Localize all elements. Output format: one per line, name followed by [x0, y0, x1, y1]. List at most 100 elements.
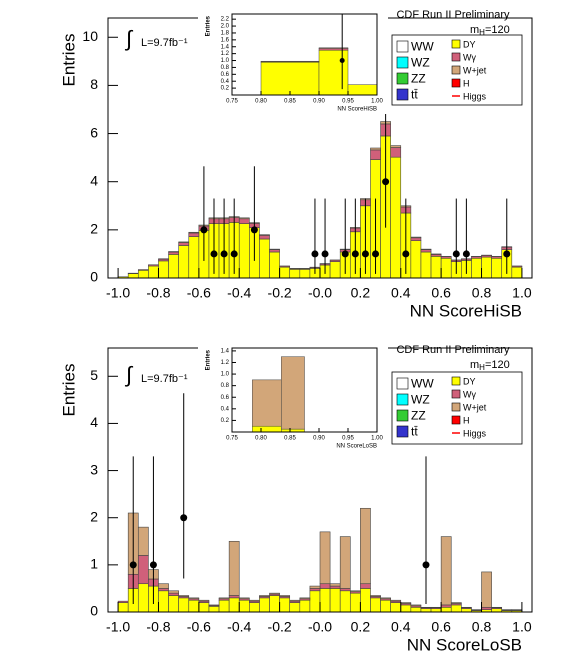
histogram-bar — [188, 236, 200, 278]
histogram-bar — [390, 147, 402, 158]
data-point — [311, 250, 319, 258]
y-tick-label: 1.4 — [221, 348, 230, 354]
histogram-bar — [329, 585, 341, 589]
mass-label-part: m — [470, 359, 479, 371]
histogram-bar — [329, 583, 341, 587]
x-tick-label: -0.2 — [268, 285, 292, 301]
legend-label: H — [463, 78, 470, 88]
legend-label: Wγ — [463, 52, 476, 62]
histogram-bar — [410, 237, 422, 241]
y-axis-label: Entries — [59, 364, 78, 417]
legend-label: WW — [411, 377, 434, 391]
histogram-bar — [319, 531, 331, 585]
y-tick-label: 1.8 — [221, 31, 230, 37]
histogram-bar — [289, 602, 301, 612]
y-tick-label: 1.0 — [221, 58, 230, 64]
histogram-bar — [158, 583, 169, 589]
histogram-bar — [137, 526, 149, 556]
inset-y-label: Entries — [206, 349, 212, 370]
x-tick-label: 0.2 — [351, 619, 371, 635]
y-tick-label: 6 — [90, 124, 98, 140]
histogram-bar — [259, 235, 270, 240]
luminosity: L=9.7fb⁻¹ — [141, 37, 188, 49]
histogram-bar — [178, 595, 190, 597]
histogram-bar — [158, 260, 169, 278]
frame — [231, 13, 378, 96]
data-point — [422, 561, 430, 569]
histogram-bar — [137, 583, 149, 612]
histogram-bar — [188, 597, 200, 600]
data-point — [382, 178, 390, 186]
histogram-bar — [420, 251, 432, 278]
y-tick-label: 0.4 — [221, 79, 230, 85]
legend-label: H — [463, 415, 470, 425]
histogram-bar — [400, 602, 412, 604]
histogram-bar — [269, 595, 280, 612]
histogram-bar — [117, 600, 129, 603]
histogram-bar — [127, 273, 139, 278]
histogram-bar — [178, 597, 190, 612]
histogram-bar — [360, 583, 371, 589]
histogram-bar — [289, 599, 301, 602]
histogram-bar — [249, 599, 260, 602]
plot-area — [252, 356, 305, 432]
histogram-bar — [380, 597, 391, 600]
histogram-bar — [269, 592, 280, 595]
y-tick-label: 0.2 — [221, 86, 230, 92]
y-tick-label: 0.6 — [221, 395, 230, 401]
data-point — [361, 250, 369, 258]
legend-label: WW — [411, 40, 434, 54]
data-point — [503, 250, 511, 258]
inset-background — [198, 6, 388, 114]
data-point — [180, 514, 188, 522]
histogram-bar — [347, 84, 377, 95]
data-point — [321, 250, 329, 258]
histogram-bar — [481, 606, 492, 610]
data-point — [149, 561, 157, 569]
histogram-bar — [208, 606, 220, 612]
histogram-bar — [481, 571, 492, 608]
histogram-bar — [491, 257, 503, 278]
histogram-bar — [228, 540, 240, 596]
inset-x-label: NN ScoreLoSB — [336, 444, 377, 450]
histogram-bar — [339, 588, 351, 592]
histogram-bar — [188, 231, 200, 234]
histogram-bar — [370, 147, 381, 151]
y-tick-label: 0.4 — [221, 406, 230, 412]
histogram-bar — [238, 223, 250, 278]
histogram-bar — [238, 217, 250, 220]
x-tick-label: 1.00 — [371, 436, 383, 442]
luminosity: L=9.7fb⁻¹ — [141, 373, 188, 385]
histogram-bar — [148, 265, 159, 278]
data-point — [339, 58, 345, 64]
legend-label: Wγ — [463, 389, 476, 399]
histogram-bar — [137, 269, 149, 271]
data-point — [462, 250, 470, 258]
histogram-bar — [380, 599, 391, 612]
x-tick-label: 0.75 — [226, 99, 238, 105]
x-axis-label: NN ScoreHiSB — [410, 301, 522, 320]
histogram-bar — [279, 597, 291, 612]
legend-swatch — [396, 56, 409, 69]
data-point — [230, 250, 238, 258]
histogram-bar — [318, 49, 349, 95]
histogram-bar — [178, 245, 190, 278]
x-tick-label: -0.2 — [268, 619, 292, 635]
histogram-bar — [198, 599, 210, 602]
x-tick-label: 0.6 — [431, 619, 451, 635]
data-point — [452, 250, 460, 258]
histogram-bar — [178, 241, 190, 243]
histogram-bar — [339, 536, 351, 589]
x-tick-label: 0.4 — [391, 285, 411, 301]
y-tick-label: 1.6 — [221, 37, 230, 43]
histogram-bar — [289, 269, 301, 278]
legend-swatch — [451, 376, 461, 386]
histogram-bar — [238, 599, 250, 612]
legend-swatch — [396, 40, 409, 53]
histogram-bar — [420, 249, 432, 253]
histogram-bar — [318, 47, 349, 49]
legend-swatch — [396, 409, 409, 422]
x-tick-label: 0.90 — [313, 436, 325, 442]
y-axis-label: Entries — [59, 34, 78, 87]
